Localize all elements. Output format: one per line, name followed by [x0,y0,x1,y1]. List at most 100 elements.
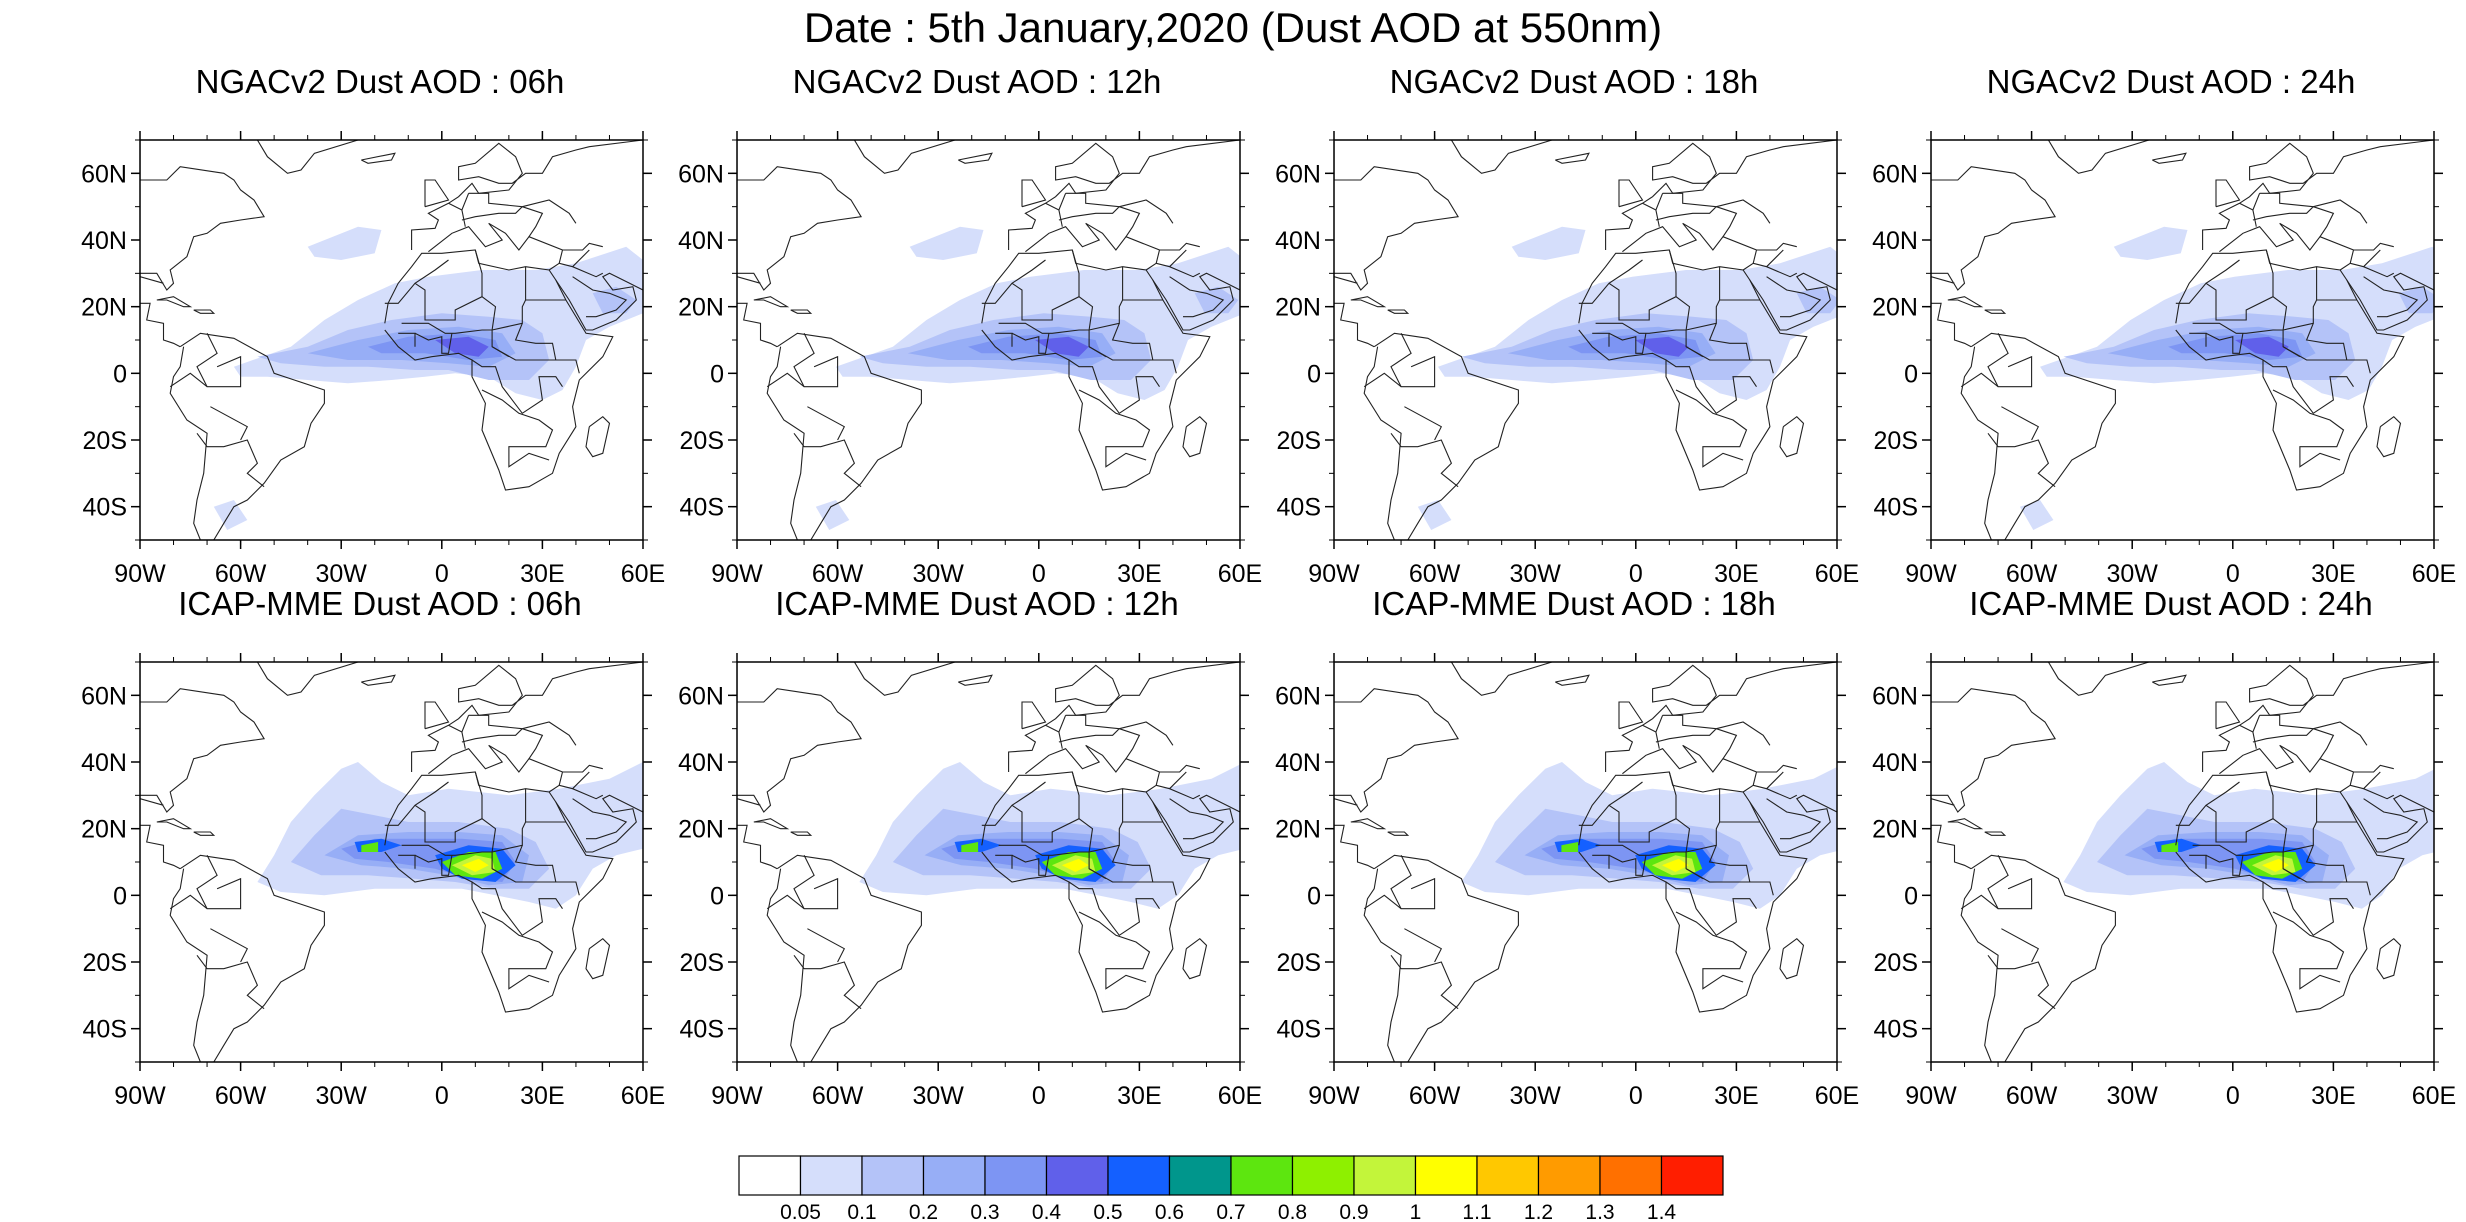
figure-title: Date : 5th January,2020 (Dust AOD at 550… [803,4,1663,51]
aod-contour-level-1 [909,226,984,260]
map-plot: 60N 40N 20N 0 20S 40S 90W 60W 30W 0 30E 60E [81,131,665,588]
lat-tick-label: 0 [1307,882,1321,910]
lon-tick-label: 60W [215,1082,267,1110]
lon-tick-label: 0 [2226,560,2240,588]
boundary-line [196,333,242,388]
lat-tick-label: 40N [81,227,127,255]
panel-title: NGACv2 Dust AOD : 12h [792,63,1162,100]
lon-tick-label: 60E [2412,1082,2456,1110]
boundary-line [853,662,956,696]
boundary-line [1756,764,1797,773]
boundary-line [981,781,1046,826]
aod-contour-level-8 [2161,842,2179,852]
colorbar-label: 0.7 [1216,1201,1245,1222]
boundary-line [1334,279,1335,280]
boundary-line [1182,415,1208,458]
boundary-line [766,372,805,388]
panel-title: ICAP-MME Dust AOD : 12h [775,585,1179,622]
lon-tick-label: 0 [1032,560,1046,588]
lon-tick-label: 60W [812,1082,864,1110]
lon-tick-label: 30E [520,560,564,588]
lon-tick-label: 30E [1117,1082,1161,1110]
boundary-line [1169,276,1225,318]
boundary-line [1675,911,1748,990]
boundary-line [1578,249,1808,491]
boundary-line [793,954,862,1010]
boundary-line [1716,721,1771,746]
boundary-line [766,332,922,540]
boundary-line [1622,744,1758,793]
boundary-line [1766,798,1822,840]
boundary-line [1578,781,1643,826]
boundary-line [196,432,265,488]
panel-title: ICAP-MME Dust AOD : 24h [1969,585,2373,622]
lon-tick-label: 90W [1308,560,1360,588]
boundary-line [1766,249,1784,268]
boundary-line [2353,764,2394,773]
boundary-line [2313,728,2335,760]
boundary-line [140,276,164,284]
boundary-line [1779,415,1805,458]
dust-aod-field [2063,762,2434,909]
boundary-line [1159,242,1200,251]
lon-tick-label: 90W [114,560,166,588]
boundary-line [1655,209,1660,227]
boundary-line [1025,744,1161,793]
colorbar-label: 0.6 [1155,1201,1184,1222]
map-panel-icap-12h: ICAP-MME Dust AOD : 12h 60N 40N 20N 0 20S 40S 9… [667,585,1287,1115]
colorbar-swatch [799,1155,863,1196]
boundary-line [1595,299,1721,334]
boundary-line [361,674,396,686]
boundary-line [1618,179,1644,208]
colorbar-swatch [1353,1155,1417,1196]
map-panel-ngac-18h: NGACv2 Dust AOD : 18h 60N 40N 20N 0 20S 40S 90W… [1264,63,1884,593]
boundary-line [1947,296,1984,308]
boundary-line [1766,276,1822,318]
boundary-line [2215,179,2241,208]
boundary-line [1578,259,1643,304]
boundary-line [2192,821,2318,856]
boundary-line [210,406,249,441]
boundary-line [1987,432,2056,488]
boundary-line [2265,249,2274,297]
lat-tick-label: 40N [1275,749,1321,777]
lat-tick-label: 40N [678,227,724,255]
boundary-line [1675,389,1748,468]
boundary-line [414,854,453,876]
lon-tick-label: 60E [1815,560,1859,588]
boundary-line [1708,845,1774,896]
boundary-line [958,674,993,686]
boundary-line [737,662,863,813]
boundary-line [1960,372,1999,388]
lat-tick-label: 20S [1874,949,1918,977]
aod-contour-level-1 [1417,500,1452,530]
boundary-line [562,764,603,773]
lat-tick-label: 40N [1872,749,1918,777]
boundary-line [1668,771,1677,819]
boundary-line [1334,801,1335,802]
boundary-line [1390,333,1436,388]
boundary-line [1960,894,1999,910]
boundary-line [2252,731,2257,749]
colorbar-label: 1.4 [1647,1201,1677,1222]
boundary-line [1655,731,1660,749]
boundary-line [981,249,1211,491]
lat-tick-label: 40S [1277,1016,1321,1044]
colorbar-swatch [861,1155,925,1196]
boundary-line [1984,831,2007,836]
boundary-line [981,771,1211,1013]
boundary-line [1608,282,1704,358]
lon-tick-label: 30W [912,560,964,588]
boundary-line [140,140,266,291]
boundary-line [1390,855,1436,910]
colorbar-swatch [1107,1155,1171,1196]
boundary-line [1011,854,1050,876]
boundary-line [2313,721,2368,746]
boundary-line [1578,771,1808,1013]
boundary-line [737,279,738,280]
boundary-line [737,276,761,284]
aod-colorbar: 0.05 0.1 0.2 0.3 0.4 0.5 0.6 0.7 0.8 0.9 1 1.1 1.2 1.… [738,1155,1724,1222]
boundary-line [2239,715,2261,733]
boundary-line [585,415,611,458]
panel-title: NGACv2 Dust AOD : 18h [1389,63,1759,100]
